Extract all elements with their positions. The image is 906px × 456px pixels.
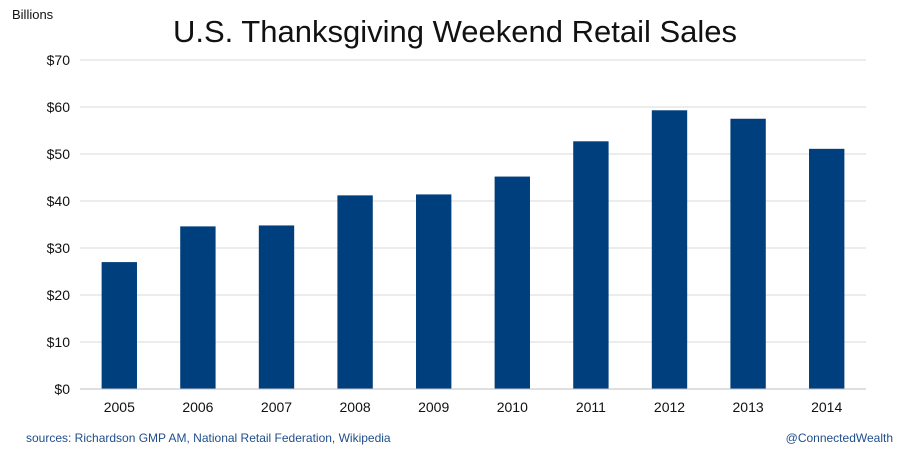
bar-2014 bbox=[809, 148, 845, 389]
x-axis-ticks: 2005 2006 2007 2008 2009 2010 2011 2012 2013 2014 bbox=[104, 399, 843, 415]
y-tick-label: $60 bbox=[47, 99, 71, 115]
x-tick-label: 2011 bbox=[576, 399, 606, 415]
x-tick-label: 2014 bbox=[811, 399, 842, 415]
x-tick-label: 2012 bbox=[654, 399, 685, 415]
y-axis-unit-label: Billions bbox=[12, 7, 54, 22]
y-tick-label: $0 bbox=[54, 381, 70, 397]
bar-2005 bbox=[101, 262, 137, 389]
y-axis-ticks: $0 $10 $20 $30 $40 $50 $60 $70 bbox=[47, 52, 71, 397]
x-tick-label: 2013 bbox=[733, 399, 764, 415]
x-tick-label: 2005 bbox=[104, 399, 135, 415]
chart-title: U.S. Thanksgiving Weekend Retail Sales bbox=[173, 14, 737, 49]
bar-2007 bbox=[258, 225, 295, 389]
x-tick-label: 2007 bbox=[261, 399, 292, 415]
credit-handle: @ConnectedWealth bbox=[786, 431, 893, 445]
x-tick-label: 2010 bbox=[497, 399, 528, 415]
bar-2009 bbox=[416, 194, 452, 389]
sources-note: sources: Richardson GMP AM, National Ret… bbox=[26, 431, 391, 445]
bar-2006 bbox=[180, 226, 216, 389]
bar-2010 bbox=[494, 176, 530, 389]
y-tick-label: $70 bbox=[47, 52, 71, 68]
y-tick-label: $40 bbox=[47, 193, 71, 209]
y-tick-label: $50 bbox=[47, 146, 71, 162]
y-tick-label: $10 bbox=[47, 334, 71, 350]
bar-2011 bbox=[573, 141, 609, 389]
x-tick-label: 2008 bbox=[340, 399, 371, 415]
bar-2008 bbox=[337, 195, 373, 389]
bar-2012 bbox=[651, 110, 688, 389]
y-tick-label: $20 bbox=[47, 287, 71, 303]
bar-2013 bbox=[730, 118, 766, 389]
x-tick-label: 2009 bbox=[418, 399, 449, 415]
y-tick-label: $30 bbox=[47, 240, 71, 256]
x-tick-label: 2006 bbox=[182, 399, 213, 415]
bars bbox=[101, 110, 845, 389]
